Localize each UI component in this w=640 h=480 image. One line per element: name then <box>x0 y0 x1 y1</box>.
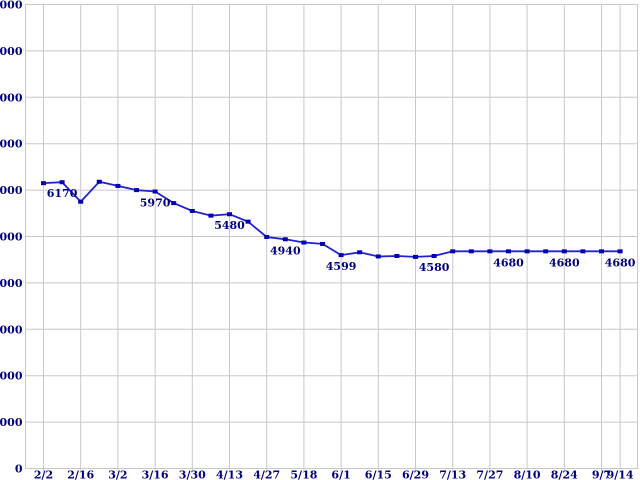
y-tick-label: 7000 <box>0 138 23 151</box>
x-tick-label: 7/13 <box>439 469 466 480</box>
x-tick-label: 9/14 <box>607 469 634 480</box>
data-marker <box>41 181 46 186</box>
y-tick-label: 1000 <box>0 416 23 429</box>
data-marker <box>208 213 214 218</box>
data-marker <box>134 188 139 193</box>
x-tick-label: 4/13 <box>216 469 243 480</box>
data-marker <box>450 249 456 254</box>
data-marker <box>468 249 474 254</box>
data-marker <box>301 240 307 245</box>
x-tick-label: 3/16 <box>142 469 169 480</box>
data-marker <box>264 234 270 239</box>
y-tick-label: 8000 <box>0 91 23 104</box>
x-tick-label: 3/2 <box>108 469 127 480</box>
data-marker <box>189 208 195 213</box>
data-value-label: 6170 <box>47 187 78 200</box>
data-marker <box>171 201 177 206</box>
data-marker <box>543 249 549 254</box>
x-tick-label: 9/7 <box>592 469 611 480</box>
plot-border <box>25 4 638 469</box>
data-marker <box>338 253 344 258</box>
y-axis-tick-labels: 0 1000 2000 3000 4000 5000 6000 7000 8000 9000 100… <box>0 0 23 476</box>
data-marker <box>152 189 158 194</box>
data-marker <box>599 249 604 254</box>
data-marker <box>320 241 325 246</box>
y-tick-label: 0 <box>15 463 23 476</box>
data-point-value-labels: 6170 5970 5480 4940 4599 4580 4680 4680 4680 <box>47 187 636 274</box>
data-value-label: 5480 <box>214 219 245 232</box>
data-marker <box>487 249 493 254</box>
y-tick-label: 5000 <box>0 231 23 244</box>
data-marker <box>617 249 623 254</box>
data-marker <box>59 180 65 185</box>
y-tick-label: 10000 <box>0 0 23 12</box>
data-marker <box>78 199 84 204</box>
data-marker <box>115 183 121 188</box>
data-marker <box>96 179 102 184</box>
data-marker <box>245 219 251 224</box>
data-value-label: 4680 <box>605 256 636 269</box>
x-tick-label: 5/18 <box>290 469 317 480</box>
x-tick-label: 8/24 <box>551 469 578 480</box>
data-marker <box>375 254 381 259</box>
x-tick-label: 2/2 <box>34 469 53 480</box>
data-marker <box>561 249 567 254</box>
x-tick-label: 6/15 <box>365 469 392 480</box>
x-tick-label: 7/27 <box>476 469 503 480</box>
data-point-markers <box>41 179 623 259</box>
y-tick-label: 6000 <box>0 184 23 197</box>
data-marker <box>506 249 511 254</box>
data-marker <box>431 253 437 258</box>
data-marker <box>282 237 288 242</box>
data-value-label: 4940 <box>270 244 301 257</box>
data-value-label: 4599 <box>326 260 357 273</box>
data-series-line <box>43 180 621 258</box>
y-tick-label: 9000 <box>0 45 23 58</box>
x-tick-label: 2/16 <box>67 469 94 480</box>
data-value-label: 4680 <box>493 256 524 269</box>
x-tick-label: 8/10 <box>514 469 541 480</box>
data-value-label: 4680 <box>549 256 580 269</box>
x-tick-label: 3/30 <box>179 469 206 480</box>
data-value-label: 5970 <box>140 196 171 209</box>
y-tick-label: 2000 <box>0 370 23 383</box>
data-value-label: 4580 <box>419 261 450 274</box>
data-marker <box>580 249 586 254</box>
data-marker <box>524 249 530 254</box>
data-marker <box>413 254 418 259</box>
x-tick-label: 6/1 <box>331 469 350 480</box>
y-tick-label: 4000 <box>0 277 23 290</box>
x-axis-tick-labels: 2/2 2/16 3/2 3/16 3/30 4/13 4/27 5/18 6/1 6/15 6/2… <box>34 469 634 480</box>
data-marker <box>357 250 363 255</box>
x-tick-label: 4/27 <box>253 469 280 480</box>
x-tick-label: 6/29 <box>402 469 429 480</box>
data-marker <box>394 253 400 258</box>
y-tick-label: 3000 <box>0 323 23 336</box>
data-marker <box>227 212 232 217</box>
